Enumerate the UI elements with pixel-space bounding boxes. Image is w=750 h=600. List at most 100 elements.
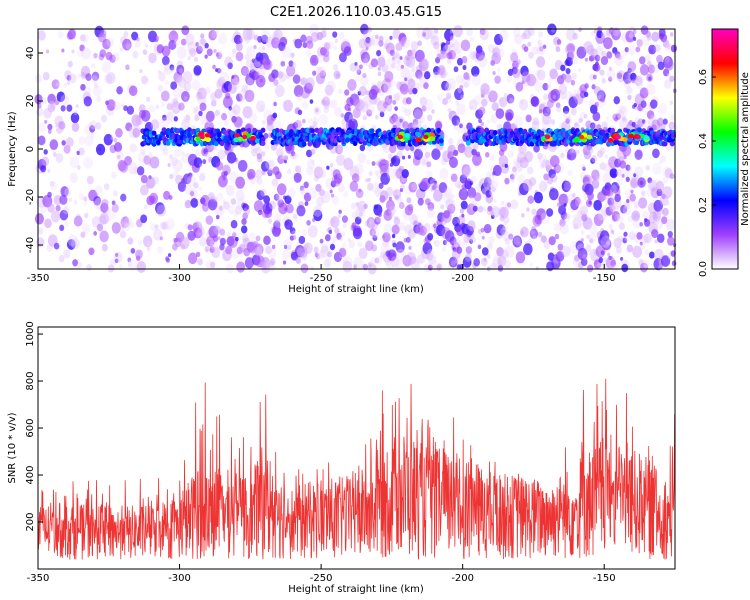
heatmap-point [637, 177, 646, 188]
heatmap-point [157, 70, 162, 75]
heatmap-point [381, 54, 385, 59]
heatmap-point [413, 109, 423, 120]
heatmap-point [389, 252, 396, 261]
heatmap-point [115, 253, 119, 257]
heatmap-point [235, 176, 246, 189]
x-tick-label: -350 [27, 573, 50, 584]
heatmap-point [496, 224, 506, 236]
heatmap-hotspot-core [242, 134, 248, 140]
heatmap-point [568, 96, 578, 109]
heatmap-point [500, 200, 505, 206]
heatmap-point [610, 206, 615, 212]
heatmap-point [515, 159, 522, 169]
heatmap-point [50, 181, 58, 191]
heatmap-point [219, 237, 226, 246]
heatmap-point [196, 221, 202, 228]
heatmap-point [421, 155, 429, 165]
heatmap-point [520, 100, 524, 105]
heatmap-point [444, 42, 452, 52]
heatmap-point [465, 246, 473, 255]
heatmap-point [79, 44, 85, 52]
heatmap-point [540, 235, 547, 243]
heatmap-point [330, 99, 338, 109]
heatmap-point [445, 34, 451, 41]
heatmap-point [251, 148, 258, 157]
heatmap-point [512, 60, 519, 69]
heatmap-point [273, 29, 283, 42]
heatmap-point [265, 245, 272, 255]
heatmap-point [245, 45, 256, 58]
heatmap-point [244, 89, 255, 103]
heatmap-point [514, 33, 523, 45]
heatmap-point [441, 80, 449, 91]
heatmap-point [563, 203, 567, 207]
heatmap-point [119, 230, 127, 239]
heatmap-point [515, 82, 524, 92]
heatmap-point [389, 49, 395, 56]
heatmap-point [640, 100, 647, 108]
heatmap-point [173, 87, 182, 99]
heatmap-point [437, 94, 443, 101]
heatmap-point [498, 206, 506, 217]
heatmap-point [358, 38, 367, 49]
heatmap-point [335, 154, 346, 166]
heatmap-point [381, 83, 389, 93]
heatmap-point [37, 30, 46, 41]
heatmap-point [441, 246, 447, 252]
heatmap-point [633, 213, 639, 221]
heatmap-point [109, 54, 116, 63]
heatmap-point [480, 93, 485, 98]
heatmap-point [497, 48, 505, 58]
heatmap-point [512, 235, 523, 248]
heatmap-point [193, 182, 199, 189]
heatmap-point [161, 221, 169, 230]
heatmap-point [478, 106, 486, 116]
heatmap-point [78, 136, 86, 145]
heatmap-point [305, 77, 315, 90]
heatmap-point [344, 89, 350, 96]
heatmap-point [513, 115, 523, 128]
heatmap-point [640, 190, 646, 197]
heatmap-point [585, 244, 592, 253]
heatmap-point [412, 107, 423, 120]
heatmap-point [604, 154, 609, 159]
heatmap-point [477, 244, 482, 250]
heatmap-point [145, 240, 151, 247]
heatmap-point [540, 163, 545, 169]
heatmap-point [204, 245, 210, 252]
heatmap-point [275, 171, 282, 180]
heatmap-point [171, 101, 182, 114]
heatmap-point [573, 214, 577, 219]
heatmap-point [493, 164, 502, 176]
heatmap-point [454, 88, 464, 101]
heatmap-point [329, 243, 336, 251]
heatmap-point [241, 84, 249, 93]
heatmap-point [374, 188, 382, 198]
heatmap-point [284, 155, 289, 161]
heatmap-point [487, 174, 495, 184]
heatmap-point [284, 219, 293, 230]
heatmap-point [442, 52, 448, 59]
heatmap-point [375, 255, 382, 264]
heatmap-point [343, 191, 348, 198]
heatmap-point [134, 125, 141, 134]
heatmap-point [460, 39, 471, 52]
heatmap-point [521, 213, 525, 218]
heatmap-point [559, 222, 569, 235]
heatmap-point [572, 92, 579, 100]
heatmap-point [592, 74, 597, 80]
heatmap-point [134, 39, 142, 48]
heatmap-point [81, 47, 92, 60]
heatmap-point [453, 241, 459, 248]
heatmap-point [622, 237, 628, 244]
heatmap-point [622, 204, 632, 216]
heatmap-point [217, 236, 221, 241]
heatmap-point [113, 137, 118, 143]
heatmap-point [197, 39, 208, 52]
heatmap-point [71, 238, 81, 250]
heatmap-point [562, 74, 568, 81]
heatmap-point [645, 165, 651, 171]
heatmap-point [75, 104, 79, 108]
heatmap-point [92, 85, 103, 97]
heatmap-point [511, 179, 515, 184]
